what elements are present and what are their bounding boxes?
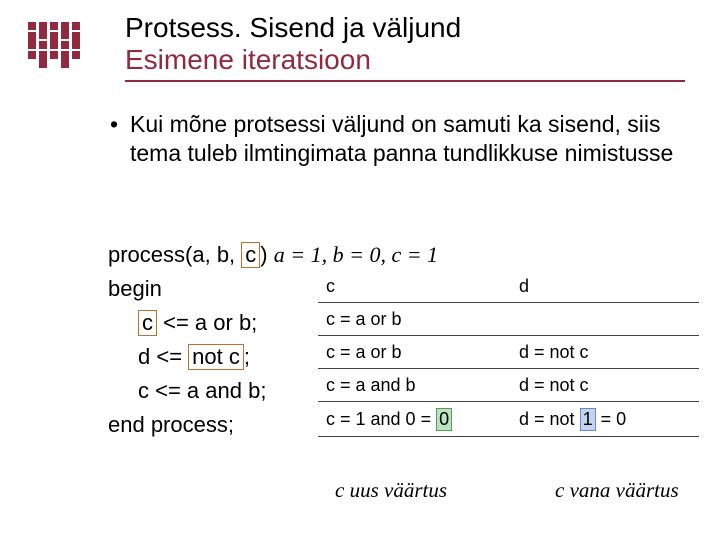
logo-mark [28,22,80,68]
table-row: c = a and b d = not c [318,369,699,402]
highlight-box-c-lhs: c [138,310,157,336]
slide-title: Protsess. Sisend ja väljund Esimene iter… [125,12,700,82]
title-line-2: Esimene iteratsioon [125,44,700,76]
table-row: c = 1 and 0 = 0 d = not 1 = 0 [318,402,699,437]
th-d: d [511,270,699,303]
highlight-old-value: 1 [580,408,596,431]
highlight-new-value: 0 [436,408,452,431]
table-row: c = a or b [318,303,699,336]
bullet-text: Kui mõne protsessi väljund on samuti ka … [130,110,680,168]
caption-new-value: c uus väärtus [335,478,447,503]
trace-table: c d c = a or b c = a or b d = not c c = … [318,270,699,437]
title-underline [125,80,685,82]
highlight-box-notc: not c [188,344,244,370]
table-row: c = a or b d = not c [318,336,699,369]
title-line-1: Protsess. Sisend ja väljund [125,12,700,44]
caption-old-value: c vana väärtus [555,478,679,503]
init-values: a = 1, b = 0, c = 1 [274,242,438,267]
th-c: c [318,270,511,303]
code-line-1: process(a, b, c) a = 1, b = 0, c = 1 [108,238,438,272]
highlight-box-c-param: c [241,242,260,268]
